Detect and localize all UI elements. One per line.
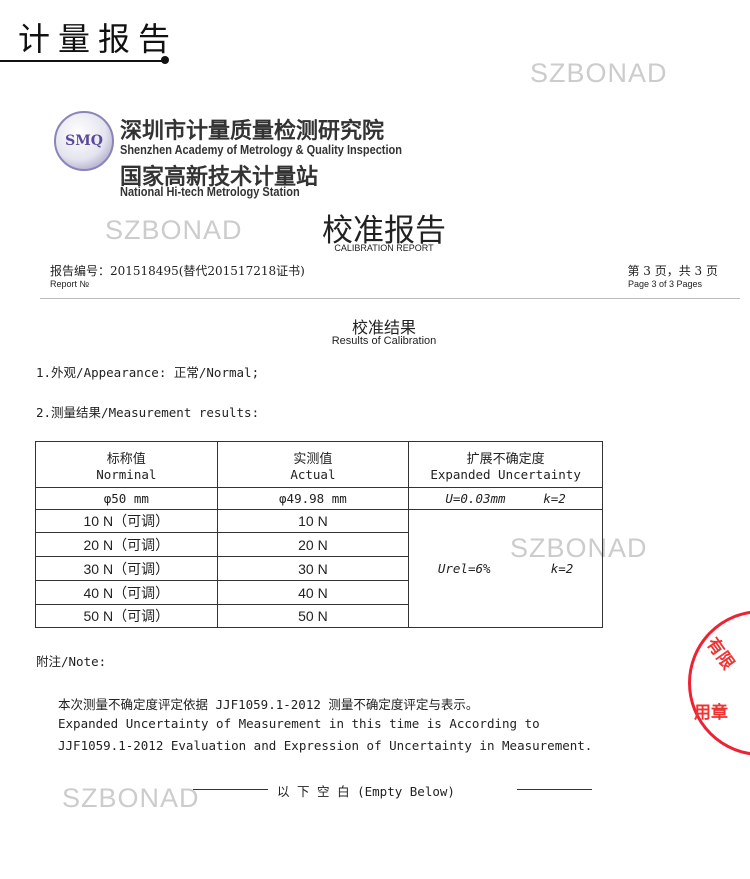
page-indicator-cn: 第 3 页，共 3 页 [627, 264, 718, 278]
cell-uncertainty: U=0.03mm k=2 [408, 487, 603, 510]
cell-actual: 50 N [216, 604, 410, 628]
results-title: 校准结果 [351, 318, 416, 337]
cell-actual: φ49.98 mm [216, 487, 410, 510]
empty-below-marker: 以 下 空 白 (Empty Below) [277, 784, 455, 799]
appearance-line: 1.外观/Appearance: 正常/Normal; [36, 365, 260, 380]
header-nominal: 标称值 Norminal [35, 441, 218, 488]
table-row: 20 N（可调） 20 N [35, 532, 603, 557]
note-line: 本次测量不确定度评定依据 JJF1059.1-2012 测量不确定度评定与表示。 [58, 697, 479, 712]
cell-nominal: 40 N（可调） [35, 580, 218, 605]
measurement-label: 2.测量结果/Measurement results: [36, 405, 260, 420]
cell-nominal: 10 N（可调） [35, 509, 218, 533]
cell-nominal: 30 N（可调） [35, 556, 218, 581]
table-row: 30 N（可调） 30 N [35, 556, 603, 581]
watermark: SZBONAD [530, 58, 668, 88]
smq-logo: SMQ [54, 111, 114, 171]
underline-dot [161, 56, 169, 64]
cell-actual: 30 N [216, 556, 410, 581]
note-line: Expanded Uncertainty of Measurement in t… [58, 716, 540, 731]
note-label: 附注/Note: [36, 654, 107, 669]
stamp-text: 用章 [694, 703, 728, 723]
handwritten-title: 计量报告 [18, 20, 179, 58]
table-header-row: 标称值 Norminal 实测值 Actual 扩展不确定度 Expanded Unc… [35, 441, 603, 488]
report-number-label-en: Report № [50, 279, 90, 289]
end-line-right [517, 789, 592, 790]
page-indicator-en: Page 3 of 3 Pages [627, 279, 702, 289]
report-subtitle: CALIBRATION REPORT [334, 243, 434, 253]
red-seal-stamp [688, 610, 750, 756]
cell-actual: 40 N [216, 580, 410, 605]
watermark: SZBONAD [62, 783, 200, 813]
table-row: 10 N（可调） 10 N Urel=6% k=2 [35, 509, 603, 628]
results-subtitle: Results of Calibration [331, 335, 437, 347]
end-line-left [193, 789, 268, 790]
station-name-cn: 国家高新技术计量站 [120, 165, 319, 190]
report-title: 校准报告 [322, 213, 446, 249]
table-row: φ50 mm φ49.98 mm U=0.03mm k=2 [35, 487, 603, 510]
header-actual: 实测值 Actual [216, 441, 410, 488]
watermark: SZBONAD [105, 215, 243, 245]
title-underline [0, 60, 165, 62]
table-row: 50 N（可调） 50 N [35, 604, 603, 628]
cell-actual: 10 N [216, 509, 410, 533]
table-row: 40 N（可调） 40 N [35, 580, 603, 605]
cell-nominal: φ50 mm [35, 487, 218, 510]
cell-actual: 20 N [216, 532, 410, 557]
note-line: JJF1059.1-2012 Evaluation and Expression… [58, 738, 593, 753]
header-uncertainty: 扩展不确定度 Expanded Uncertainty [408, 441, 603, 488]
divider [40, 298, 740, 299]
results-table: 标称值 Norminal 实测值 Actual 扩展不确定度 Expanded Unc… [35, 441, 603, 628]
station-name-en: National Hi-tech Metrology Station [120, 185, 300, 199]
cell-nominal: 50 N（可调） [35, 604, 218, 628]
report-number: 报告编号：201518495(替代201517218证书) [50, 264, 305, 278]
institute-name-cn: 深圳市计量质量检测研究院 [120, 119, 385, 144]
cell-nominal: 20 N（可调） [35, 532, 218, 557]
institute-name-en: Shenzhen Academy of Metrology & Quality … [120, 143, 402, 157]
cell-force-uncertainty: Urel=6% k=2 [408, 509, 603, 628]
